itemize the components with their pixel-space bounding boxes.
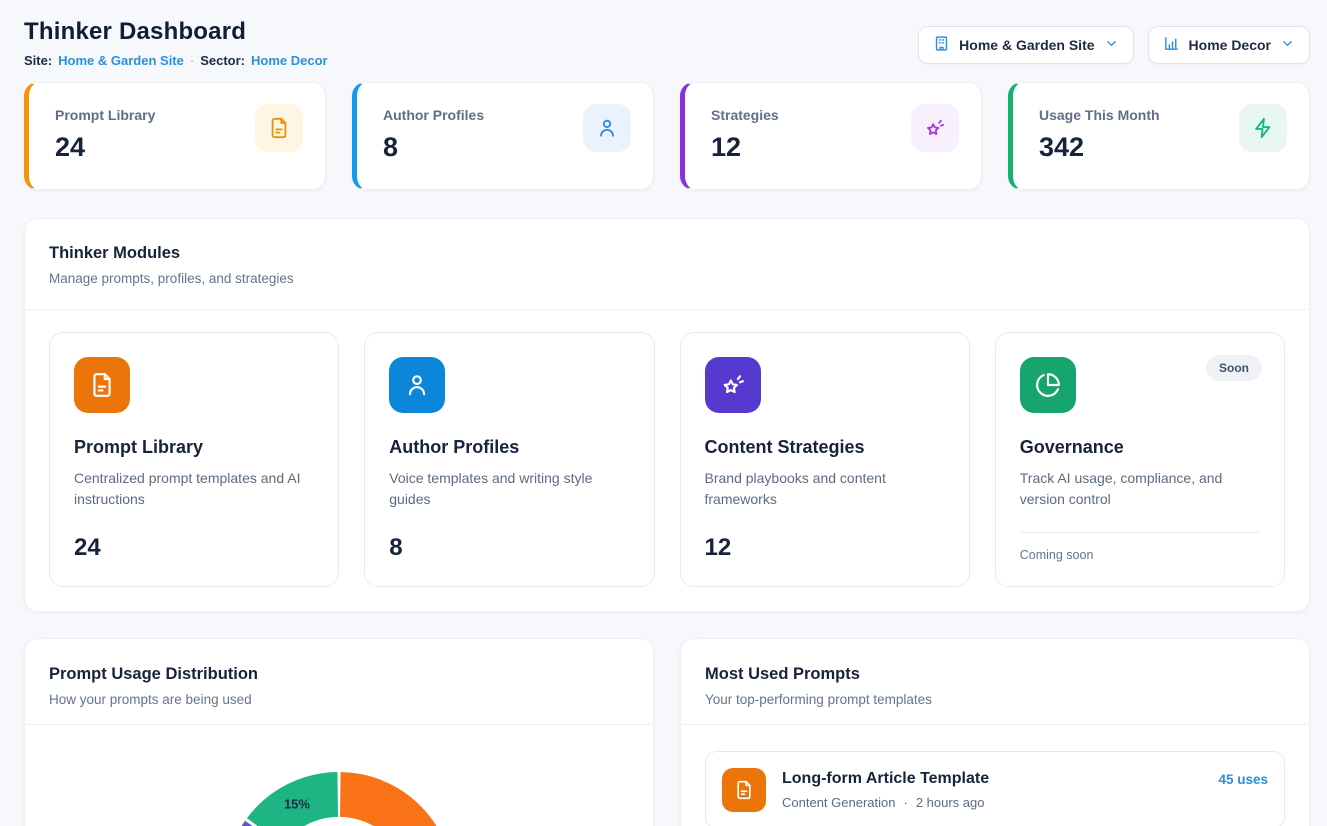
chevron-down-icon (1280, 36, 1295, 54)
module-title: Author Profiles (389, 437, 629, 458)
sparkle-star-icon (705, 357, 761, 413)
header-controls: Home & Garden Site Home Decor (918, 26, 1310, 64)
usage-card-header: Prompt Usage Distribution How your promp… (25, 639, 653, 725)
donut-slice-label: 15% (284, 797, 310, 812)
site-dropdown[interactable]: Home & Garden Site (918, 26, 1133, 64)
file-text-icon (74, 357, 130, 413)
prompt-item-meta: Content Generation · 2 hours ago (782, 795, 1202, 810)
module-description: Brand playbooks and content frameworks (705, 468, 945, 510)
modules-title: Thinker Modules (49, 244, 1285, 263)
prompt-item-uses: 45 uses (1218, 772, 1268, 787)
module-title: Prompt Library (74, 437, 314, 458)
module-title: Content Strategies (705, 437, 945, 458)
separator-dot: · (190, 53, 194, 68)
separator-dot: · (903, 795, 907, 810)
module-description: Voice templates and writing style guides (389, 468, 629, 510)
site-dropdown-label: Home & Garden Site (959, 37, 1094, 53)
file-text-icon (255, 104, 303, 152)
module-card-author-profiles[interactable]: Author Profiles Voice templates and writ… (364, 332, 654, 587)
prompt-item-time: 2 hours ago (916, 795, 985, 810)
module-count: 24 (74, 534, 314, 562)
bottom-row: Prompt Usage Distribution How your promp… (24, 638, 1310, 826)
dashboard-page: Thinker Dashboard Site: Home & Garden Si… (0, 0, 1327, 826)
prompt-item-category: Content Generation (782, 795, 895, 810)
site-link[interactable]: Home & Garden Site (58, 53, 184, 68)
prompts-card-header: Most Used Prompts Your top-performing pr… (681, 639, 1309, 725)
prompts-card-title: Most Used Prompts (705, 665, 1285, 684)
module-count: 12 (705, 534, 945, 562)
usage-card-title: Prompt Usage Distribution (49, 665, 629, 684)
prompt-item-title: Long-form Article Template (782, 770, 1202, 788)
thinker-modules-panel: Thinker Modules Manage prompts, profiles… (24, 218, 1310, 612)
module-card-content-strategies[interactable]: Content Strategies Brand playbooks and c… (680, 332, 970, 587)
prompt-list-item[interactable]: Long-form Article Template Content Gener… (705, 751, 1285, 826)
stat-card-strategies: Strategies 12 (680, 82, 982, 190)
modules-grid: Prompt Library Centralized prompt templa… (25, 310, 1309, 611)
site-label: Site: (24, 53, 52, 68)
page-title: Thinker Dashboard (24, 18, 328, 46)
sector-label: Sector: (200, 53, 245, 68)
prompt-item-text: Long-form Article Template Content Gener… (782, 770, 1202, 810)
most-used-prompts-card: Most Used Prompts Your top-performing pr… (680, 638, 1310, 826)
chevron-down-icon (1104, 36, 1119, 54)
modules-subtitle: Manage prompts, profiles, and strategies (49, 271, 1285, 286)
module-count: 8 (389, 534, 629, 562)
file-text-icon (722, 768, 766, 812)
module-description: Centralized prompt templates and AI inst… (74, 468, 314, 510)
module-title: Governance (1020, 437, 1260, 458)
modules-header: Thinker Modules Manage prompts, profiles… (25, 219, 1309, 310)
prompts-card-subtitle: Your top-performing prompt templates (705, 692, 1285, 707)
coming-soon-text: Coming soon (1020, 532, 1260, 562)
donut-chart-svg: 45%25%15%15% (189, 737, 489, 826)
user-icon (389, 357, 445, 413)
soon-badge: Soon (1206, 355, 1262, 381)
donut-slice-segment-orange[interactable] (340, 772, 454, 826)
module-card-prompt-library[interactable]: Prompt Library Centralized prompt templa… (49, 332, 339, 587)
breadcrumb: Site: Home & Garden Site · Sector: Home … (24, 53, 328, 68)
pie-chart-icon (1020, 357, 1076, 413)
prompt-usage-card: Prompt Usage Distribution How your promp… (24, 638, 654, 826)
stat-card-author-profiles: Author Profiles 8 (352, 82, 654, 190)
bar-chart-icon (1163, 35, 1180, 55)
stats-row: Prompt Library 24 Author Profiles 8 Stra… (24, 82, 1310, 190)
building-icon (933, 35, 950, 55)
module-card-governance[interactable]: Soon Governance Track AI usage, complian… (995, 332, 1285, 587)
stat-card-usage: Usage This Month 342 (1008, 82, 1310, 190)
sector-dropdown[interactable]: Home Decor (1148, 26, 1310, 64)
sector-link[interactable]: Home Decor (251, 53, 328, 68)
prompt-list: Long-form Article Template Content Gener… (681, 725, 1309, 826)
user-icon (583, 104, 631, 152)
donut-chart: 45%25%15%15% (25, 725, 653, 826)
stat-card-prompt-library: Prompt Library 24 (24, 82, 326, 190)
sparkle-star-icon (911, 104, 959, 152)
page-header: Thinker Dashboard Site: Home & Garden Si… (24, 18, 1310, 68)
zap-icon (1239, 104, 1287, 152)
module-description: Track AI usage, compliance, and version … (1020, 468, 1260, 510)
usage-card-subtitle: How your prompts are being used (49, 692, 629, 707)
sector-dropdown-label: Home Decor (1189, 37, 1271, 53)
header-titles: Thinker Dashboard Site: Home & Garden Si… (24, 18, 328, 68)
